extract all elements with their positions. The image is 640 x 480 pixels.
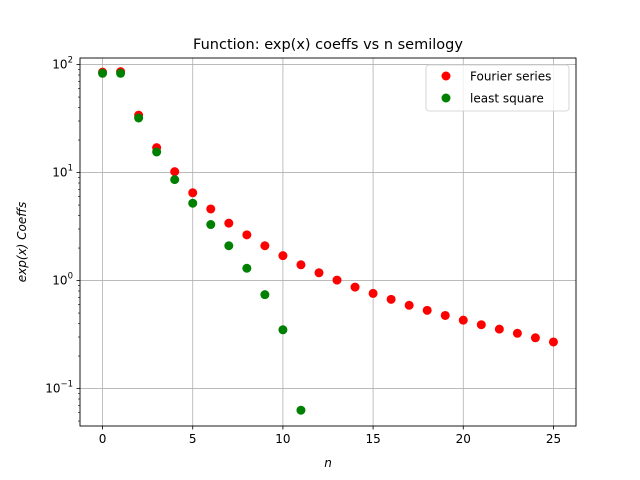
data-point-least-square [206, 220, 216, 230]
y-tick-exponent: −1 [60, 380, 73, 390]
x-tick-label: 0 [99, 432, 107, 446]
data-point-least-square [152, 147, 162, 157]
y-tick-exponent: 1 [68, 164, 73, 174]
data-point-least-square [188, 198, 198, 208]
data-point-fourier [512, 328, 522, 338]
data-point-least-square [134, 113, 144, 123]
legend-label: least square [470, 92, 544, 106]
data-point-fourier [278, 251, 288, 261]
x-axis-label: n [324, 456, 332, 470]
data-point-least-square [242, 263, 252, 273]
data-point-fourier [440, 310, 450, 320]
y-tick-label: 101 [52, 164, 73, 180]
gridlines [80, 58, 576, 426]
data-point-fourier [476, 320, 486, 330]
legend-label: Fourier series [470, 70, 551, 84]
x-axis-ticks: 0 5 10 15 20 25 [99, 426, 561, 446]
data-point-fourier [296, 260, 306, 270]
data-point-least-square [170, 175, 180, 185]
y-tick-base: 10 [45, 382, 60, 396]
x-tick-label: 25 [546, 432, 561, 446]
data-point-least-square [296, 405, 306, 415]
data-point-fourier [224, 218, 234, 228]
y-tick-exponent: 2 [68, 56, 73, 66]
x-tick-label: 15 [365, 432, 380, 446]
data-point-fourier [458, 315, 468, 325]
data-point-fourier [332, 275, 342, 285]
data-point-fourier [206, 204, 216, 214]
data-point-fourier [170, 167, 180, 177]
data-point-least-square [98, 68, 108, 78]
data-point-fourier [350, 282, 360, 292]
data-point-fourier [242, 230, 252, 240]
x-tick-label: 5 [189, 432, 197, 446]
data-point-least-square [260, 290, 270, 300]
y-tick-base: 10 [52, 58, 67, 72]
data-point-fourier [386, 294, 396, 304]
plot-frame [79, 57, 577, 427]
data-point-fourier [548, 337, 558, 347]
x-tick-label: 20 [456, 432, 471, 446]
y-tick-base: 10 [52, 274, 67, 288]
data-point-least-square [278, 325, 288, 335]
data-point-fourier [188, 188, 198, 198]
data-point-fourier [368, 288, 378, 298]
y-tick-base: 10 [52, 166, 67, 180]
legend-box [425, 64, 570, 112]
data-point-fourier [530, 333, 540, 343]
data-point-fourier [494, 324, 504, 334]
data-point-fourier [260, 241, 270, 251]
data-point-fourier [404, 300, 414, 310]
data-point-fourier [314, 268, 324, 278]
y-tick-label: 10−1 [45, 380, 73, 396]
legend-marker [441, 71, 451, 81]
y-tick-label: 100 [52, 272, 73, 288]
legend-marker [441, 93, 451, 103]
y-tick-label: 102 [52, 56, 73, 72]
y-axis-label: exp(x) Coeffs [15, 202, 29, 282]
chart-title: Function: exp(x) coeffs vs n semilogy [193, 37, 463, 53]
data-point-least-square [224, 241, 234, 251]
data-point-least-square [116, 68, 126, 78]
legend: Fourier series least square [425, 64, 570, 112]
data-points [98, 67, 558, 415]
x-tick-label: 10 [275, 432, 290, 446]
y-tick-exponent: 0 [68, 272, 73, 282]
data-point-fourier [422, 305, 432, 315]
